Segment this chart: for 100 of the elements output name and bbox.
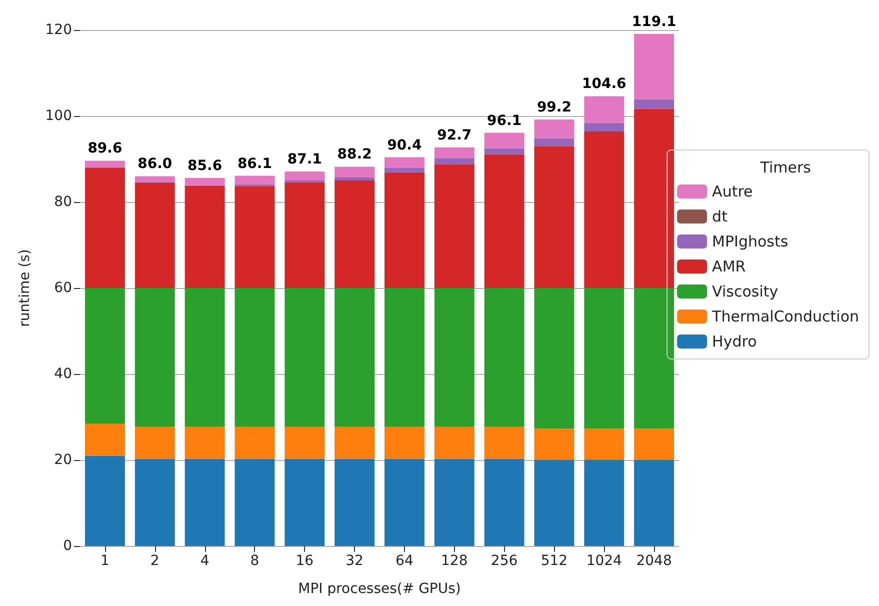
total-label: 92.7 <box>437 127 472 144</box>
total-label: 99.2 <box>536 99 572 116</box>
x-tick-label: 128 <box>441 553 468 569</box>
legend-label: Hydro <box>712 332 757 350</box>
total-label: 90.4 <box>387 137 422 154</box>
bar <box>334 177 375 180</box>
bar <box>184 458 225 546</box>
x-tick-label: 256 <box>490 553 518 569</box>
bar <box>584 122 624 132</box>
bar <box>134 182 175 288</box>
bar <box>434 164 474 288</box>
total-label: 96.1 <box>487 112 522 129</box>
bar <box>634 460 674 546</box>
bar <box>334 288 375 427</box>
bar <box>634 108 674 288</box>
y-tick-label: 60 <box>54 280 72 296</box>
bar <box>484 288 524 427</box>
y-tick-label: 40 <box>54 366 72 382</box>
bar <box>334 166 375 178</box>
bar <box>184 178 225 186</box>
x-tick-label: 64 <box>396 553 414 569</box>
y-tick-label: 100 <box>45 108 72 124</box>
bar <box>634 288 674 429</box>
legend-label: Viscosity <box>712 282 778 300</box>
bar <box>484 132 524 148</box>
total-label: 104.6 <box>582 76 626 92</box>
bar <box>234 176 275 184</box>
bar <box>484 148 524 154</box>
bar <box>334 426 375 459</box>
total-label: 85.6 <box>188 158 222 174</box>
bar <box>134 176 175 182</box>
bar <box>184 186 225 288</box>
x-axis-title: MPI processes(# GPUs) <box>298 581 461 597</box>
bar <box>634 99 674 109</box>
bar <box>384 157 424 168</box>
x-tick-label: 8 <box>250 553 260 569</box>
bar <box>584 96 624 123</box>
bar <box>84 424 125 456</box>
bar <box>284 458 325 546</box>
bar <box>534 146 574 288</box>
total-label: 88.2 <box>337 146 372 163</box>
bar <box>634 428 674 460</box>
x-tick-label: 1 <box>100 553 110 569</box>
bar <box>484 154 524 288</box>
bar <box>84 456 125 546</box>
bar <box>584 460 624 546</box>
bar <box>234 458 275 546</box>
legend-label: ThermalConduction <box>711 308 860 326</box>
bar <box>534 428 574 460</box>
total-label: 89.6 <box>88 140 122 157</box>
bar <box>634 34 674 100</box>
bar <box>534 138 574 146</box>
y-tick-label: 120 <box>45 22 72 38</box>
bar <box>284 426 325 459</box>
x-tick-label: 4 <box>200 553 210 569</box>
total-label: 86.1 <box>237 156 272 172</box>
bar <box>384 288 424 427</box>
bar <box>134 288 175 427</box>
bar <box>284 171 325 180</box>
bar <box>584 288 624 429</box>
bar <box>434 288 474 427</box>
bar <box>534 288 574 429</box>
bar <box>284 182 325 288</box>
x-tick-label: 32 <box>346 553 364 569</box>
x-tick-label: 16 <box>296 553 314 569</box>
bar <box>234 426 275 459</box>
bar <box>584 428 624 460</box>
bar <box>434 158 474 164</box>
bar <box>384 168 424 172</box>
bar <box>384 426 424 459</box>
total-label: 119.1 <box>632 14 676 30</box>
y-tick-label: 80 <box>54 194 72 210</box>
legend-label: dt <box>712 208 728 226</box>
bar <box>284 288 325 427</box>
x-tick-label: 512 <box>540 553 568 569</box>
bar <box>434 147 474 158</box>
legend-title: Timers <box>759 158 812 176</box>
bar <box>234 288 275 427</box>
legend-label: AMR <box>712 258 746 276</box>
bar <box>434 458 474 546</box>
bar <box>84 288 125 424</box>
bar <box>334 458 375 546</box>
x-tick-label: 2 <box>150 553 160 569</box>
legend-label: MPIghosts <box>712 232 788 250</box>
x-tick-label: 1024 <box>586 553 622 569</box>
bar <box>384 458 424 546</box>
bar <box>534 119 574 138</box>
y-axis-title: runtime (s) <box>17 249 33 327</box>
bar <box>384 172 424 288</box>
bar <box>584 131 624 288</box>
bar <box>134 458 175 546</box>
bar <box>234 186 275 288</box>
total-label: 87.1 <box>287 151 322 168</box>
bar <box>84 160 125 168</box>
bar <box>334 180 375 288</box>
bar <box>184 288 225 427</box>
total-label: 86.0 <box>138 156 172 172</box>
bar <box>434 426 474 459</box>
bar <box>184 426 225 459</box>
bar <box>534 460 574 546</box>
